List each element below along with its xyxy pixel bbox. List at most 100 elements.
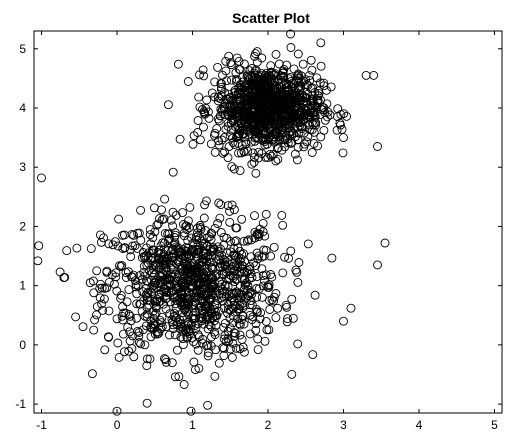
scatter-point: [235, 320, 245, 330]
x-tick-label: 3: [340, 418, 347, 432]
scatter-point: [211, 320, 221, 330]
scatter-point: [154, 279, 163, 288]
scatter-point: [286, 77, 296, 86]
scatter-point: [320, 108, 330, 117]
scatter-point: [221, 66, 231, 76]
scatter-point: [217, 269, 227, 279]
x-tick-label: 1: [189, 418, 196, 432]
scatter-point: [251, 65, 261, 75]
scatter-point: [240, 267, 250, 277]
scatter-point: [265, 296, 274, 305]
scatter-point: [164, 275, 174, 285]
scatter-point: [133, 228, 143, 238]
scatter-point: [306, 55, 316, 65]
scatter-point: [147, 256, 156, 265]
scatter-point: [247, 90, 256, 100]
scatter-point: [132, 243, 142, 253]
scatter-point: [87, 369, 97, 379]
scatter-point: [174, 372, 184, 382]
scatter-point: [148, 245, 157, 255]
scatter-point: [286, 117, 296, 127]
scatter-point: [232, 288, 242, 298]
scatter-point: [104, 239, 114, 249]
scatter-point: [233, 94, 243, 103]
scatter-point: [269, 242, 279, 252]
scatter-point: [151, 262, 161, 272]
scatter-point: [327, 253, 337, 263]
scatter-point: [198, 254, 208, 264]
scatter-point: [268, 102, 278, 112]
scatter-point: [215, 262, 225, 272]
scatter-point: [221, 337, 231, 346]
scatter-point: [192, 263, 202, 273]
scatter-point: [114, 352, 124, 362]
scatter-point: [102, 283, 112, 293]
scatter-point: [193, 245, 202, 255]
x-tick-label: 4: [416, 418, 423, 432]
scatter-point: [220, 280, 230, 290]
scatter-point: [239, 319, 249, 329]
scatter-point: [247, 118, 257, 128]
scatter-point: [203, 351, 213, 361]
scatter-point: [193, 228, 202, 238]
scatter-point: [282, 317, 292, 327]
scatter-point: [199, 122, 208, 132]
scatter-point: [104, 277, 114, 287]
scatter-point: [228, 137, 238, 147]
scatter-point: [159, 299, 169, 309]
scatter-point: [210, 223, 220, 233]
scatter-point: [282, 302, 292, 312]
scatter-point: [250, 51, 260, 61]
scatter-point: [123, 322, 133, 332]
scatter-point: [237, 214, 247, 224]
scatter-point: [155, 296, 165, 306]
scatter-point: [333, 104, 343, 114]
scatter-point: [270, 69, 280, 79]
scatter-point: [99, 294, 109, 304]
scatter-point: [189, 337, 198, 347]
scatter-point: [96, 237, 106, 247]
scatter-point: [254, 153, 264, 163]
scatter-point: [245, 329, 255, 339]
scatter-point: [142, 398, 152, 408]
scatter-point: [259, 251, 269, 261]
scatter-point: [198, 334, 208, 344]
y-tick-label: -1: [15, 397, 26, 411]
scatter-point: [239, 129, 249, 138]
scatter-point: [157, 205, 166, 215]
scatter-point: [125, 336, 135, 346]
scatter-point: [118, 329, 128, 339]
scatter-point: [126, 252, 136, 262]
y-tick-label: 4: [19, 101, 26, 115]
scatter-point: [252, 90, 262, 100]
scatter-point: [309, 107, 319, 117]
scatter-point: [300, 93, 310, 103]
scatter-point: [182, 225, 192, 235]
scatter-point: [258, 218, 268, 228]
scatter-point: [113, 338, 123, 348]
scatter-point: [162, 253, 171, 263]
scatter-point: [178, 261, 188, 271]
scatter-point: [196, 301, 206, 311]
scatter-point: [305, 110, 315, 119]
scatter-point: [235, 65, 245, 75]
scatter-point: [203, 400, 213, 410]
scatter-point: [272, 83, 282, 93]
scatter-point: [277, 91, 287, 101]
scatter-point: [303, 239, 313, 249]
scatter-point: [255, 102, 265, 112]
scatter-point: [213, 62, 223, 72]
scatter-point: [173, 59, 183, 69]
scatter-point: [194, 363, 204, 373]
scatter-point: [227, 75, 236, 85]
scatter-point: [220, 102, 230, 111]
scatter-point: [267, 272, 277, 282]
scatter-point: [316, 38, 326, 48]
scatter-point: [110, 237, 120, 247]
scatter-point: [227, 200, 237, 210]
scatter-point: [229, 328, 239, 338]
scatter-point: [293, 339, 303, 349]
scatter-point: [173, 317, 183, 327]
scatter-point: [273, 143, 283, 153]
scatter-point: [257, 53, 267, 63]
